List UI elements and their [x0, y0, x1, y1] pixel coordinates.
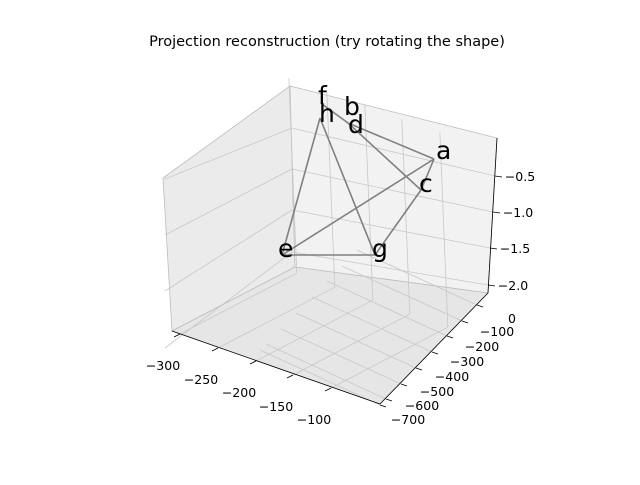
x-tick-label: −250	[184, 372, 218, 387]
edge-e-a	[281, 158, 435, 256]
wireframe-edges	[281, 103, 435, 256]
x-gridline-floor	[179, 272, 298, 335]
edge-a-c	[420, 158, 435, 191]
x-tick	[211, 347, 219, 352]
y-tick-label: −400	[435, 369, 469, 384]
x-gridline-floor	[217, 286, 336, 349]
y-gridline-floor	[311, 296, 433, 353]
vertex-label-c: c	[419, 169, 433, 198]
z-tick-label: −1.0	[503, 205, 533, 220]
y-tick	[431, 351, 439, 355]
y-tick	[415, 367, 423, 371]
x-tick-label: −150	[259, 399, 293, 414]
chart-title: Projection reconstruction (try rotating …	[149, 34, 505, 50]
gridlines	[164, 78, 496, 406]
y-tick-label: −100	[480, 324, 514, 339]
y-tick	[400, 383, 408, 387]
vertex-label-g: g	[372, 234, 388, 263]
z-gridline-back	[164, 168, 293, 236]
y-gridline-floor	[265, 343, 387, 400]
y-tick-label: −600	[405, 398, 439, 413]
y-tick	[461, 320, 469, 324]
vertex-label-b: b	[344, 92, 360, 121]
y-tick-label: −200	[465, 339, 499, 354]
z-tick-label: −1.5	[500, 241, 530, 256]
y-gridline-floor	[280, 328, 402, 385]
y-tick	[379, 404, 387, 408]
z-tick-label: −2.0	[498, 278, 528, 293]
z-gridline-side	[291, 127, 496, 177]
vertex-label-e: e	[278, 234, 293, 263]
x-tick-label: −300	[146, 358, 180, 373]
tick-labels: −300−250−200−150−1000−100−200−300−400−50…	[146, 169, 535, 427]
vertex-label-d: d	[348, 110, 364, 139]
y-gridline-floor	[341, 265, 463, 322]
edge-e-h	[281, 117, 321, 256]
vertex-label-a: a	[436, 136, 451, 165]
z-gridline-side	[291, 209, 491, 249]
y-tick-label: −700	[391, 412, 425, 427]
vertex-label-f: f	[318, 81, 328, 110]
y-gridline-floor	[326, 280, 448, 337]
y-tick-label: −300	[450, 354, 484, 369]
z-gridline-back	[164, 251, 293, 349]
edge-h-g	[319, 117, 376, 256]
edge-f-d	[321, 103, 349, 124]
y-gridline-floor	[356, 249, 478, 306]
z-tick	[489, 247, 498, 250]
y-tick-label: −500	[420, 384, 454, 399]
x-gridline-floor	[255, 299, 374, 362]
z-tick	[487, 284, 496, 287]
y-tick	[446, 335, 454, 339]
x-gridline-wall	[401, 119, 411, 315]
y-tick-label: 0	[508, 311, 516, 326]
x-gridline-wall	[439, 132, 449, 328]
vertex-labels: a b c d e f g h	[278, 81, 451, 263]
y-gridline-floor	[295, 312, 417, 369]
edge-a-d	[347, 122, 435, 160]
edge-c-g	[374, 189, 422, 256]
z-tick-label: −0.5	[505, 169, 535, 184]
z-axis-line	[487, 137, 498, 294]
y-tick	[476, 304, 484, 308]
x-tick	[324, 387, 332, 392]
y-axis-line	[379, 292, 489, 405]
x-tick	[173, 333, 181, 338]
x-tick	[286, 374, 294, 379]
z-tick	[494, 175, 503, 178]
z-gridline-side	[291, 251, 489, 286]
x-gridline-wall	[288, 78, 298, 274]
ticks	[173, 175, 503, 408]
z-gridline-back	[164, 127, 293, 180]
z-gridline-back	[164, 209, 293, 292]
y-gridline-floor	[259, 349, 381, 406]
x-axis-line	[171, 330, 381, 405]
z-tick	[492, 211, 501, 214]
z-gridline-side	[291, 168, 494, 213]
edge-c-d	[347, 122, 422, 191]
x-gridline-wall	[364, 105, 374, 301]
vertex-label-h: h	[319, 99, 335, 128]
x-tick-label: −100	[297, 412, 331, 427]
x-gridline-floor	[330, 326, 449, 389]
x-tick-label: −200	[222, 385, 256, 400]
y-tick	[385, 398, 393, 402]
x-tick	[249, 360, 257, 365]
